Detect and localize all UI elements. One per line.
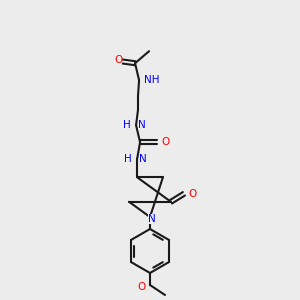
Text: H: H xyxy=(123,120,131,130)
Text: N: N xyxy=(148,214,156,224)
Text: O: O xyxy=(114,55,122,65)
Text: NH: NH xyxy=(144,75,160,85)
Text: O: O xyxy=(138,282,146,292)
Text: H: H xyxy=(124,154,132,164)
Text: N: N xyxy=(139,154,147,164)
Text: O: O xyxy=(161,137,169,147)
Text: N: N xyxy=(138,120,146,130)
Text: O: O xyxy=(188,189,196,199)
